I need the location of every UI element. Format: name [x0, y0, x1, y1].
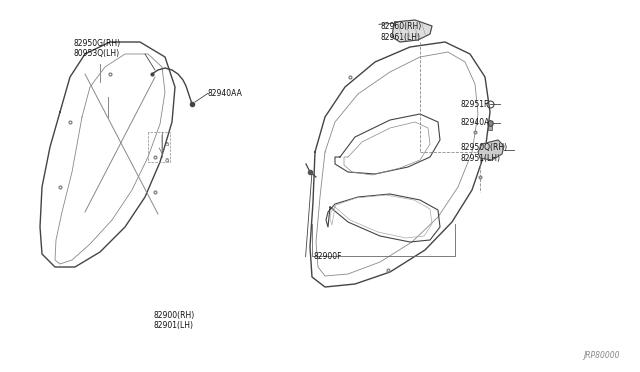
Text: 82900F: 82900F — [314, 252, 342, 261]
Text: 82940AA: 82940AA — [208, 89, 243, 98]
Text: 82951F: 82951F — [461, 100, 489, 109]
Text: 82940A: 82940A — [461, 118, 490, 127]
Text: 82900(RH)
82901(LH): 82900(RH) 82901(LH) — [154, 311, 195, 330]
Text: a: a — [165, 157, 169, 163]
Text: JRP80000: JRP80000 — [584, 351, 620, 360]
Polygon shape — [392, 20, 432, 42]
Text: 82960(RH)
82961(LH): 82960(RH) 82961(LH) — [381, 22, 422, 42]
Polygon shape — [478, 140, 504, 160]
Text: 82950G(RH)
80953Q(LH): 82950G(RH) 80953Q(LH) — [74, 39, 121, 58]
Text: 82950Q(RH)
82951(LH): 82950Q(RH) 82951(LH) — [461, 143, 508, 163]
Text: a: a — [165, 141, 169, 147]
